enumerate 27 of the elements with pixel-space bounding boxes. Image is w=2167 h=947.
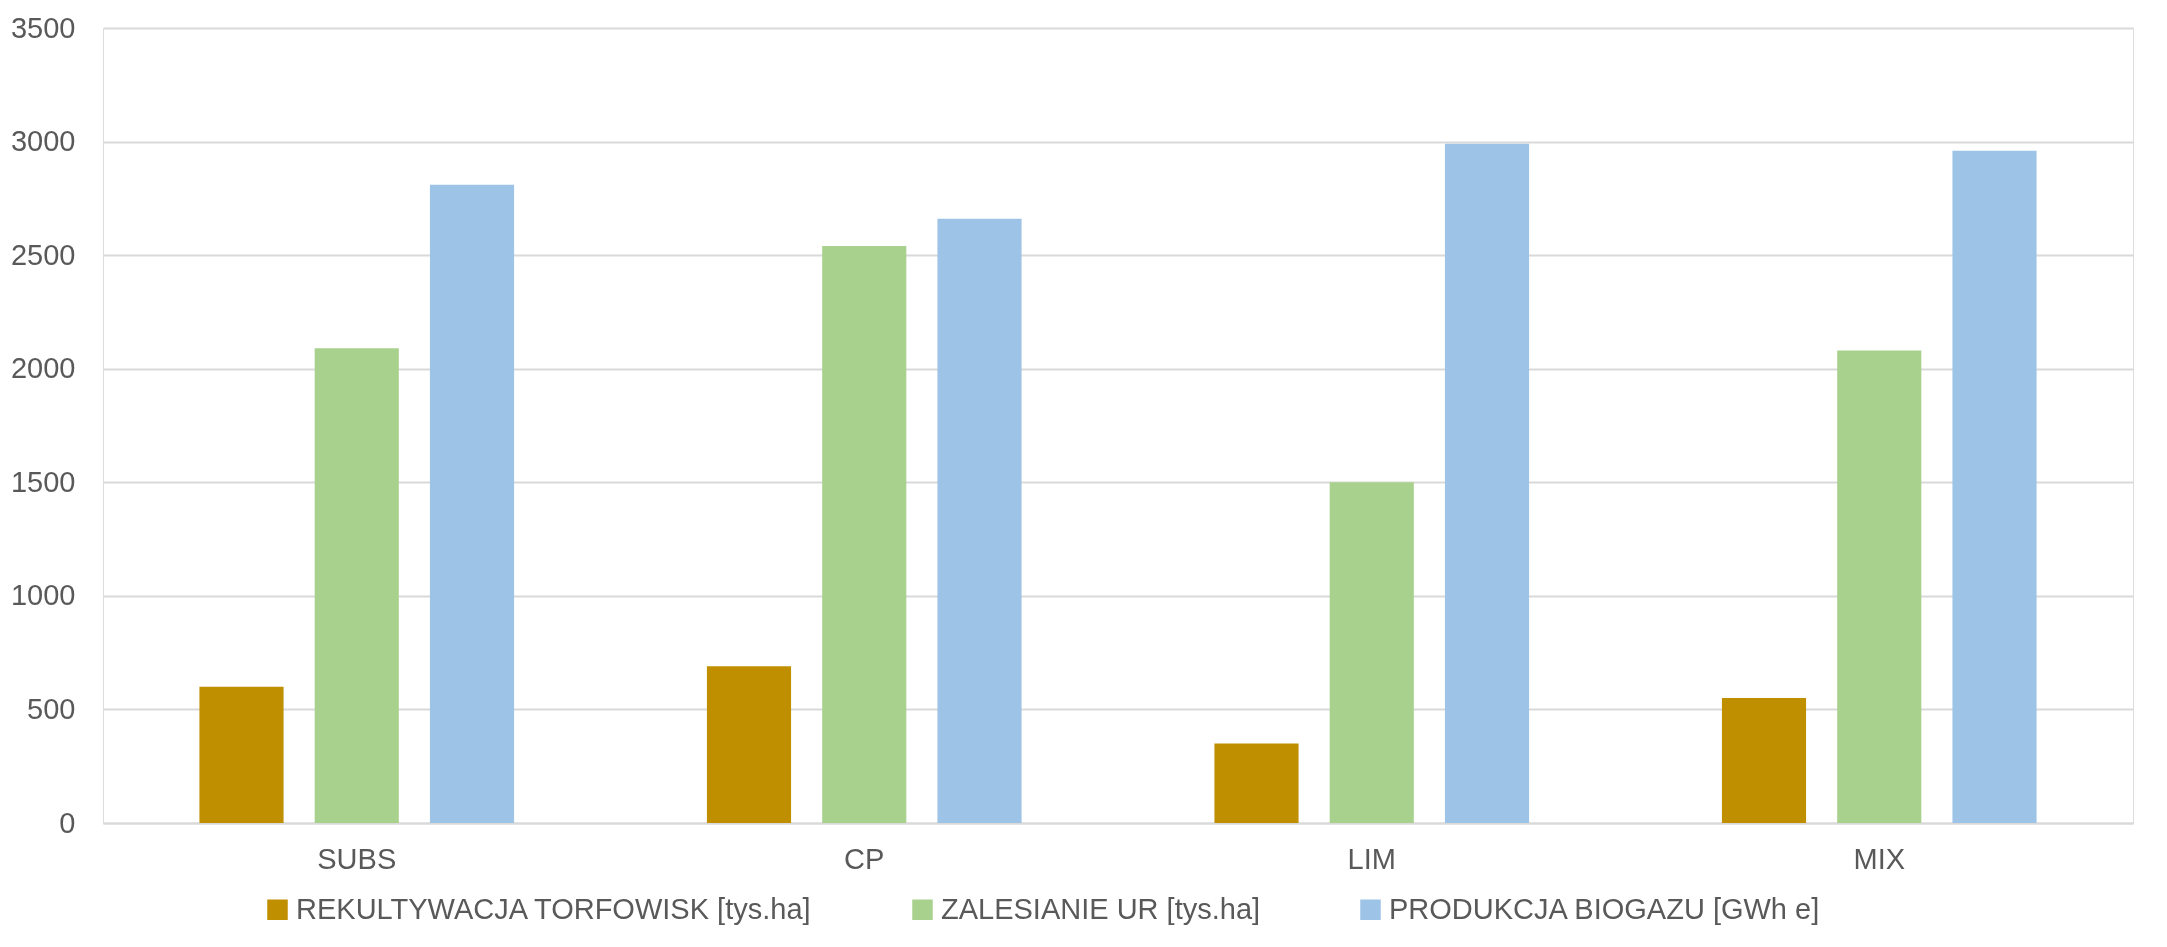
bar bbox=[1721, 698, 1807, 823]
legend-label: REKULTYWACJA TORFOWISK [tys.ha] bbox=[296, 892, 811, 925]
bar bbox=[199, 686, 284, 823]
bar bbox=[1214, 743, 1299, 823]
x-tick-label: SUBS bbox=[317, 842, 397, 875]
y-tick-label: 3000 bbox=[10, 125, 76, 158]
y-tick-label: 0 bbox=[59, 806, 76, 839]
y-tick-label: 500 bbox=[27, 692, 76, 725]
x-tick-label: MIX bbox=[1853, 842, 1906, 875]
bar bbox=[1952, 150, 2037, 823]
y-tick-label: 1500 bbox=[10, 465, 76, 498]
y-tick-label: 2500 bbox=[10, 238, 76, 271]
bar bbox=[937, 218, 1022, 823]
bar bbox=[1444, 143, 1530, 823]
bar bbox=[314, 348, 399, 823]
y-tick-label: 2000 bbox=[10, 352, 76, 385]
x-tick-label: CP bbox=[844, 842, 885, 875]
legend-label: PRODUKCJA BIOGAZU [GWh e] bbox=[1389, 892, 1820, 925]
bar bbox=[706, 666, 792, 823]
bar bbox=[822, 246, 907, 823]
y-tick-label: 3500 bbox=[10, 11, 76, 44]
bar bbox=[429, 184, 515, 823]
y-tick-label: 1000 bbox=[10, 579, 76, 612]
bar bbox=[1837, 350, 1922, 823]
bar bbox=[1329, 482, 1414, 823]
legend-label: ZALESIANIE UR [tys.ha] bbox=[941, 892, 1261, 925]
x-tick-label: LIM bbox=[1347, 842, 1396, 875]
